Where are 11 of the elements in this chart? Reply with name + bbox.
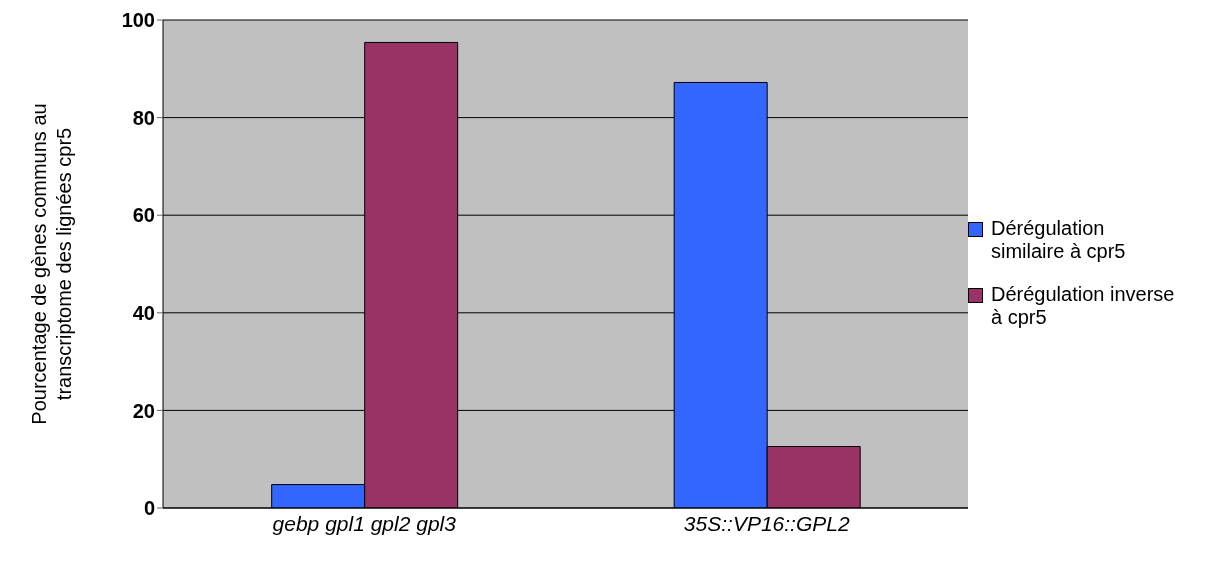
y-tick-label: 20 xyxy=(132,399,155,422)
legend-label: Dérégulation similaire à cpr5 xyxy=(991,217,1126,263)
y-tick-label: 60 xyxy=(132,204,155,227)
x-tick-label: gebp gpl1 gpl2 gpl3 xyxy=(272,511,457,535)
x-tick-label: 35S::VP16::GPL2 xyxy=(683,511,850,535)
y-tick-label: 0 xyxy=(143,497,155,520)
y-tick-label: 100 xyxy=(121,9,155,32)
y-axis-title: Pourcentage de gènes communs au transcriptome des lignées cpr5 xyxy=(28,103,75,425)
y-tick-label: 40 xyxy=(132,301,155,324)
legend-label: Dérégulation inverse à cpr5 xyxy=(991,283,1175,329)
y-tick-label: 80 xyxy=(132,106,155,129)
